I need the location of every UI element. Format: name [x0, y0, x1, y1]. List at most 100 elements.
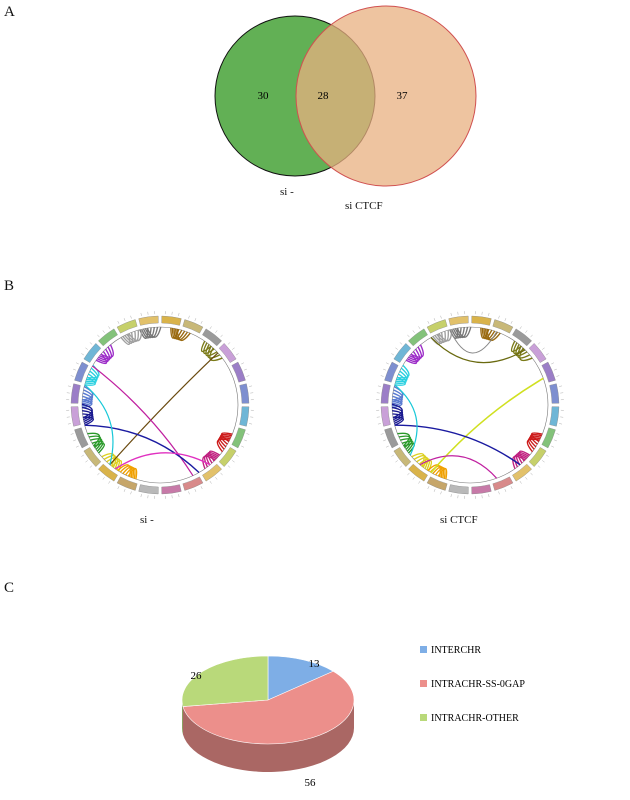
circos-link [176, 328, 191, 341]
circos-link [84, 384, 114, 465]
circos-tick [399, 342, 403, 345]
circos-tick [488, 494, 490, 498]
circos-tick [227, 342, 231, 345]
circos-chromosome-segment [408, 463, 428, 482]
circos-tick [553, 439, 557, 442]
circos-link [81, 406, 94, 421]
circos-chromosome-segment [380, 383, 391, 404]
pie-slice-side [182, 700, 183, 735]
circos-link [432, 332, 444, 344]
circos-tick [232, 347, 235, 350]
circos-link [456, 326, 472, 338]
circos-link [173, 328, 186, 340]
circos-link [205, 453, 218, 466]
circos-link [410, 344, 424, 358]
circos-tick [117, 486, 120, 490]
circos-tick [498, 315, 500, 319]
circos-chromosome-segment [138, 484, 159, 495]
circos-tick [200, 320, 203, 324]
circos-tick [194, 488, 197, 492]
circos-tick [108, 480, 111, 484]
circos-chromosome-segment [83, 447, 102, 467]
circos-link [396, 364, 410, 379]
circos-link [395, 370, 408, 383]
circos-chromosome-segment [426, 319, 448, 334]
circos-chromosome-segment [512, 328, 532, 347]
venn-count-right-only: 37 [397, 90, 409, 102]
circos-link [419, 455, 498, 479]
circos-link [85, 373, 97, 385]
circos-plot-si-minus [66, 311, 254, 499]
circos-link [394, 376, 406, 386]
circos-tick [241, 445, 245, 448]
circos-link [109, 352, 219, 466]
circos-tick [510, 320, 513, 324]
circos-tick [140, 312, 142, 316]
circos-tick [510, 486, 513, 490]
circos-link [141, 327, 152, 339]
circos-tick [249, 385, 253, 387]
circos-tick [559, 385, 563, 387]
venn-diagram: 30 28 37 [214, 5, 477, 187]
legend-swatch [420, 646, 427, 653]
circos-link [122, 466, 135, 479]
circos-tick [427, 320, 430, 324]
circos-tick [525, 477, 528, 480]
circos-link [391, 392, 403, 405]
circos-chromosome-segment [448, 484, 469, 495]
circos-link [126, 330, 140, 343]
circos-link [92, 365, 194, 477]
legend-label: INTRACHR-OTHER [431, 713, 519, 724]
circos-link [128, 329, 143, 342]
circos-link [100, 344, 114, 358]
circos-link [122, 332, 134, 344]
circos-inner-ring [81, 326, 239, 484]
circos-chromosome-segment [426, 476, 448, 491]
circos-link [434, 331, 446, 343]
circos-tick [67, 385, 71, 387]
panel-label-b: B [4, 278, 15, 294]
circos-chromosome-segment [218, 447, 237, 467]
circos-link [91, 440, 104, 452]
circos-tick [545, 353, 549, 356]
circos-tick [75, 445, 79, 448]
circos-chromosome-segment [393, 343, 412, 363]
circos-chromosome-segment [70, 383, 81, 404]
circos-tick [130, 315, 132, 319]
circos-tick [407, 334, 410, 338]
circos-tick [377, 423, 381, 425]
circos-link [392, 416, 405, 426]
circos-tick [377, 385, 381, 387]
circos-link [530, 433, 542, 445]
circos-tick [530, 334, 533, 338]
circos-chromosome-segment [239, 383, 250, 404]
circos-link [202, 455, 216, 469]
legend-swatch [420, 714, 427, 721]
pie-slice-interchr [267, 655, 334, 701]
circos-chromosome-segment [393, 447, 412, 467]
circos-tick [178, 494, 180, 498]
circos-chromosome-segment [138, 315, 159, 326]
circos-tick [542, 460, 545, 463]
circos-link [391, 406, 404, 421]
circos-tick [97, 472, 100, 476]
circos-tick [235, 454, 239, 457]
circos-link [106, 456, 119, 470]
circos-link [392, 413, 404, 424]
circos-chromosome-segment [161, 315, 182, 326]
circos-chromosome-segment [202, 463, 222, 482]
circos-tick [395, 460, 398, 463]
circos-link [418, 458, 431, 471]
circos-inner-ring [391, 326, 549, 484]
circos-tick [227, 465, 231, 468]
circos-chromosome-segment [231, 427, 246, 449]
circos-link [481, 327, 493, 340]
circos-tick [418, 480, 421, 484]
circos-link [529, 435, 542, 448]
circos-link [98, 348, 111, 361]
circos-link [81, 403, 93, 419]
circos-tick [412, 330, 415, 333]
circos-link [512, 455, 526, 469]
circos-tick [450, 312, 452, 316]
circos-link [408, 348, 421, 361]
